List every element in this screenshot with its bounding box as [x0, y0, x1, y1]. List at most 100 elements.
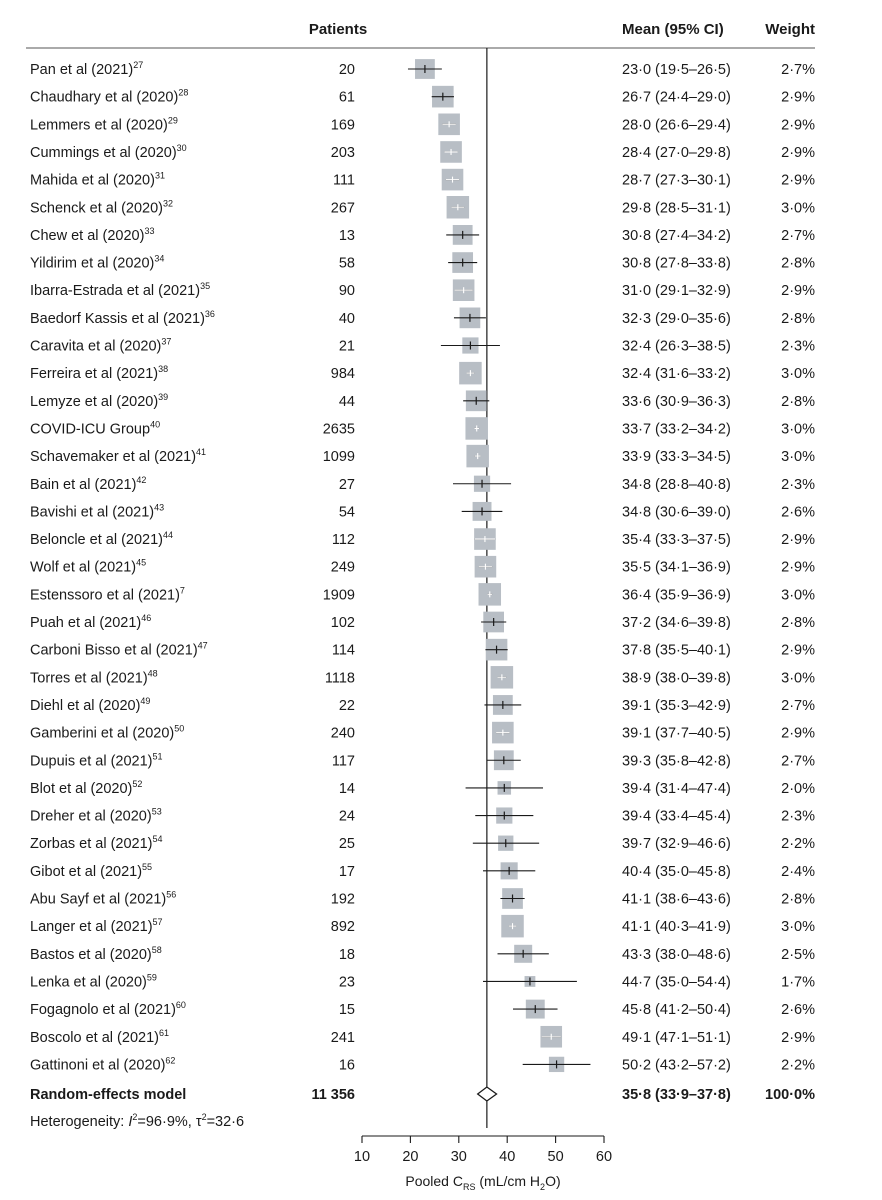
- study-name: Pan et al (2021): [30, 62, 133, 78]
- study-patients: 27: [339, 477, 355, 493]
- x-axis-label-sub: RS: [463, 1182, 476, 1192]
- x-axis-label-prefix: Pooled C: [405, 1173, 463, 1189]
- study-patients: 14: [339, 781, 355, 797]
- study-label: Pan et al (2021)27: [30, 60, 143, 78]
- study-name: Wolf et al (2021): [30, 560, 136, 576]
- pooled-label: Random-effects model: [30, 1087, 186, 1103]
- x-axis-label-sub2: 2: [540, 1182, 545, 1192]
- study-patients: 16: [339, 1057, 355, 1073]
- study-name: Langer et al (2021): [30, 919, 153, 935]
- x-axis-tick-label: 10: [354, 1149, 370, 1165]
- study-weight: 2·0%: [781, 781, 815, 797]
- tau-value: =32·6: [207, 1114, 245, 1130]
- study-ref: 34: [154, 254, 164, 264]
- study-label: Fogagnolo et al (2021)60: [30, 1000, 186, 1018]
- study-patients: 203: [331, 145, 355, 161]
- study-row: Wolf et al (2021)45 249 35·5 (34·1–36·9) 2·…: [30, 555, 815, 578]
- study-row: Lenka et al (2020)59 23 44·7 (35·0–54·4) 1·…: [30, 972, 815, 990]
- study-row: Torres et al (2021)48 1118 38·9 (38·0–39·8…: [30, 666, 815, 689]
- study-label: Yildirim et al (2020)34: [30, 254, 164, 272]
- study-name: Chew et al (2020): [30, 228, 144, 244]
- study-name: Torres et al (2021): [30, 670, 148, 686]
- x-axis-label-suffix: O): [545, 1173, 561, 1189]
- study-ci-text: 33·6 (30·9–36·3): [622, 394, 731, 410]
- study-label: Baedorf Kassis et al (2021)36: [30, 309, 215, 327]
- study-weight: 2·3%: [781, 477, 815, 493]
- pooled-weight: 100·0%: [765, 1087, 815, 1103]
- study-label: Ibarra-Estrada et al (2021)35: [30, 281, 210, 299]
- study-ci-text: 37·2 (34·6–39·8): [622, 615, 731, 631]
- study-weight: 2·6%: [781, 504, 815, 520]
- study-patients: 1118: [325, 670, 355, 686]
- study-name: Dupuis et al (2021): [30, 753, 153, 769]
- study-patients: 114: [332, 643, 355, 659]
- study-ci-text: 41·1 (40·3–41·9): [622, 919, 731, 935]
- study-ref: 55: [142, 862, 152, 872]
- study-ci-text: 41·1 (38·6–43·6): [622, 892, 731, 908]
- study-ref: 41: [196, 447, 206, 457]
- study-ref: 35: [200, 281, 210, 291]
- study-ref: 27: [133, 60, 143, 70]
- heterogeneity-text: Heterogeneity: I2=96·9%, τ2=32·6: [30, 1112, 244, 1130]
- study-name: Bavishi et al (2021): [30, 504, 154, 520]
- study-weight: 3·0%: [781, 919, 815, 935]
- study-ref: 59: [147, 972, 157, 982]
- study-label: Lemmers et al (2020)29: [30, 115, 178, 133]
- study-patients: 23: [339, 974, 355, 990]
- study-ci-text: 45·8 (41·2–50·4): [622, 1002, 731, 1018]
- study-row: COVID-ICU Group40 2635 33·7 (33·2–34·2) 3·0…: [30, 417, 815, 440]
- study-weight: 2·7%: [781, 753, 815, 769]
- study-ci-text: 38·9 (38·0–39·8): [622, 670, 731, 686]
- study-weight: 2·5%: [781, 947, 815, 963]
- study-row: Beloncle et al (2021)44 112 35·4 (33·3–37·…: [30, 528, 815, 550]
- study-ci-text: 33·9 (33·3–34·5): [622, 449, 731, 465]
- study-ref: 31: [155, 171, 165, 181]
- study-name: Dreher et al (2020): [30, 809, 152, 825]
- study-label: Diehl et al (2020)49: [30, 696, 150, 714]
- study-weight: 2·9%: [781, 90, 815, 106]
- study-name: Abu Sayf et al (2021): [30, 892, 166, 908]
- study-ci-text: 34·8 (28·8–40·8): [622, 477, 731, 493]
- study-ci-text: 29·8 (28·5–31·1): [622, 200, 731, 216]
- study-label: Langer et al (2021)57: [30, 917, 163, 935]
- study-weight: 2·3%: [781, 809, 815, 825]
- study-ci-text: 28·0 (26·6–29·4): [622, 117, 731, 133]
- study-patients: 892: [331, 919, 355, 935]
- study-ref: 38: [158, 364, 168, 374]
- study-ref: 50: [174, 724, 184, 734]
- study-name: Carboni Bisso et al (2021): [30, 643, 198, 659]
- study-ci-text: 39·3 (35·8–42·8): [622, 753, 731, 769]
- study-row: Langer et al (2021)57 892 41·1 (40·3–41·9)…: [30, 914, 815, 938]
- study-ref: 53: [152, 807, 162, 817]
- study-label: Caravita et al (2020)37: [30, 337, 171, 355]
- study-weight: 2·2%: [781, 836, 815, 852]
- study-row: Caravita et al (2020)37 21 32·4 (26·3–38·5…: [30, 337, 815, 355]
- study-patients: 1909: [323, 587, 355, 603]
- study-name: Baedorf Kassis et al (2021): [30, 311, 205, 327]
- study-patients: 22: [339, 698, 355, 714]
- x-axis-label: Pooled CRS (mL/cm H2O): [405, 1173, 560, 1192]
- study-patients: 112: [332, 532, 355, 548]
- study-weight: 2·9%: [781, 726, 815, 742]
- study-label: Dreher et al (2020)53: [30, 807, 162, 825]
- study-name: Schenck et al (2020): [30, 200, 163, 216]
- study-weight: 2·3%: [781, 339, 815, 355]
- study-label: Bavishi et al (2021)43: [30, 502, 164, 520]
- study-row: Bavishi et al (2021)43 54 34·8 (30·6–39·0)…: [30, 501, 815, 521]
- study-weight: 1·7%: [781, 974, 815, 990]
- study-label: Wolf et al (2021)45: [30, 558, 146, 576]
- study-weight: 2·2%: [781, 1057, 815, 1073]
- study-ref: 54: [153, 834, 163, 844]
- study-patients: 58: [339, 256, 355, 272]
- study-name: Blot et al (2020): [30, 781, 132, 797]
- study-label: COVID-ICU Group40: [30, 419, 160, 437]
- study-ci-text: 28·7 (27·3–30·1): [622, 173, 731, 189]
- study-patients: 17: [339, 864, 355, 880]
- study-patients: 20: [339, 62, 355, 78]
- study-patients: 240: [331, 726, 355, 742]
- study-name: Chaudhary et al (2020): [30, 90, 178, 106]
- pooled-ci: 35·8 (33·9–37·8): [622, 1087, 731, 1103]
- study-ref: 36: [205, 309, 215, 319]
- study-ref: 44: [163, 530, 173, 540]
